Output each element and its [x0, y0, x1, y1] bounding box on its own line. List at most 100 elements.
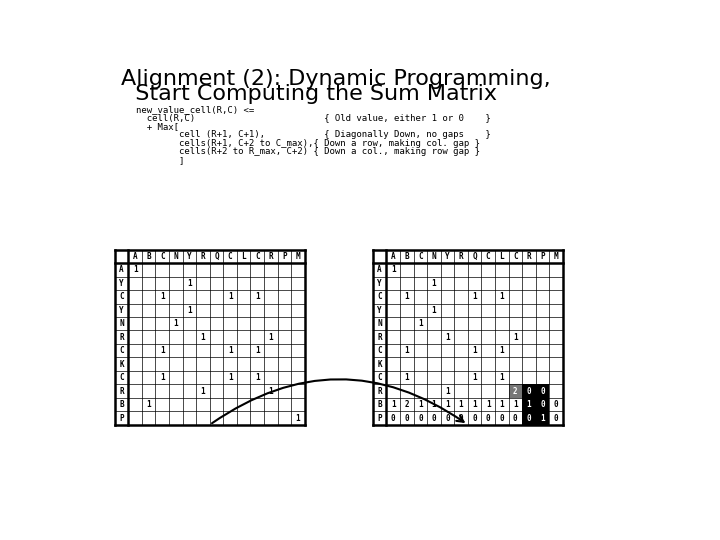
Text: 0: 0	[554, 414, 558, 422]
Bar	[508, 384, 522, 398]
Text: 1: 1	[540, 414, 545, 422]
Text: 0: 0	[431, 414, 436, 422]
Text: 1: 1	[228, 292, 233, 301]
Text: P: P	[282, 252, 287, 261]
Text: B: B	[146, 252, 151, 261]
Text: R: R	[201, 252, 205, 261]
Text: 0: 0	[418, 414, 423, 422]
Text: 0: 0	[540, 387, 545, 396]
Text: 0: 0	[445, 414, 450, 422]
Text: 0: 0	[500, 414, 504, 422]
Text: 1: 1	[405, 292, 409, 301]
Text: Q: Q	[472, 252, 477, 261]
Text: 1: 1	[228, 346, 233, 355]
Text: 1: 1	[526, 400, 531, 409]
Text: M: M	[554, 252, 558, 261]
Text: 0: 0	[526, 414, 531, 422]
Text: C: C	[486, 252, 490, 261]
Bar	[536, 411, 549, 425]
Text: C: C	[120, 373, 124, 382]
Text: Y: Y	[120, 279, 124, 288]
Text: 1: 1	[459, 400, 464, 409]
Text: C: C	[255, 252, 259, 261]
Text: B: B	[120, 400, 124, 409]
Bar	[536, 384, 549, 398]
Text: 1: 1	[255, 373, 259, 382]
Text: new_value_cell(R,C) <=: new_value_cell(R,C) <=	[137, 105, 255, 114]
FancyArrowPatch shape	[212, 379, 464, 423]
Bar	[536, 398, 549, 411]
Text: 2: 2	[513, 387, 518, 396]
Text: + Max[: + Max[	[137, 122, 179, 131]
Text: L: L	[241, 252, 246, 261]
Text: N: N	[431, 252, 436, 261]
Text: Y: Y	[120, 306, 124, 315]
Text: Start Computing the Sum Matrix: Start Computing the Sum Matrix	[121, 84, 497, 104]
Text: 0: 0	[540, 400, 545, 409]
Text: 1: 1	[160, 292, 165, 301]
Text: C: C	[418, 252, 423, 261]
Text: C: C	[120, 292, 124, 301]
Text: N: N	[174, 252, 178, 261]
Text: 1: 1	[445, 387, 450, 396]
Text: 1: 1	[391, 400, 395, 409]
Text: A: A	[377, 265, 382, 274]
Text: 1: 1	[296, 414, 300, 422]
Text: 1: 1	[500, 292, 504, 301]
Text: 1: 1	[132, 265, 138, 274]
Text: cells(R+2 to R_max, C+2) { Down a col., making row gap }: cells(R+2 to R_max, C+2) { Down a col., …	[137, 147, 480, 156]
Text: Y: Y	[187, 252, 192, 261]
Text: 1: 1	[255, 346, 259, 355]
Text: 1: 1	[160, 346, 165, 355]
Text: 1: 1	[445, 400, 450, 409]
Text: 0: 0	[513, 414, 518, 422]
Text: Y: Y	[445, 252, 450, 261]
Text: 1: 1	[445, 333, 450, 342]
Text: B: B	[405, 252, 409, 261]
Text: 1: 1	[201, 333, 205, 342]
Text: 1: 1	[405, 373, 409, 382]
Text: Y: Y	[377, 306, 382, 315]
Text: 1: 1	[418, 319, 423, 328]
Text: R: R	[377, 387, 382, 396]
Text: Y: Y	[377, 279, 382, 288]
Text: K: K	[120, 360, 124, 369]
Text: A: A	[120, 265, 124, 274]
Text: 1: 1	[187, 306, 192, 315]
Text: N: N	[377, 319, 382, 328]
Text: 1: 1	[201, 387, 205, 396]
Text: P: P	[120, 414, 124, 422]
Text: A: A	[132, 252, 138, 261]
Text: cell(R,C)                        { Old value, either 1 or 0    }: cell(R,C) { Old value, either 1 or 0 }	[137, 113, 491, 122]
Text: C: C	[513, 252, 518, 261]
Text: Alignment (2): Dynamic Programming,: Alignment (2): Dynamic Programming,	[121, 69, 551, 89]
Text: cells(R+1, C+2 to C_max),{ Down a row, making col. gap }: cells(R+1, C+2 to C_max),{ Down a row, m…	[137, 139, 480, 148]
Text: M: M	[296, 252, 300, 261]
Text: R: R	[120, 333, 124, 342]
Text: C: C	[120, 346, 124, 355]
Text: 1: 1	[391, 265, 395, 274]
Text: 0: 0	[405, 414, 409, 422]
Text: 2: 2	[405, 400, 409, 409]
Text: 0: 0	[391, 414, 395, 422]
Text: C: C	[228, 252, 233, 261]
Bar	[522, 384, 536, 398]
Text: 1: 1	[255, 292, 259, 301]
Text: P: P	[540, 252, 545, 261]
Text: 1: 1	[431, 279, 436, 288]
Text: C: C	[160, 252, 165, 261]
Text: 1: 1	[228, 373, 233, 382]
Text: 0: 0	[486, 414, 490, 422]
Text: C: C	[377, 346, 382, 355]
Text: 1: 1	[500, 400, 504, 409]
Text: 1: 1	[472, 346, 477, 355]
Text: R: R	[459, 252, 464, 261]
Text: cell (R+1, C+1),           { Diagonally Down, no gaps    }: cell (R+1, C+1), { Diagonally Down, no g…	[137, 130, 491, 139]
Text: 1: 1	[431, 306, 436, 315]
Text: C: C	[377, 292, 382, 301]
Text: 0: 0	[526, 387, 531, 396]
Text: Q: Q	[215, 252, 219, 261]
Text: 1: 1	[513, 333, 518, 342]
Text: 1: 1	[418, 400, 423, 409]
Text: 1: 1	[486, 400, 490, 409]
